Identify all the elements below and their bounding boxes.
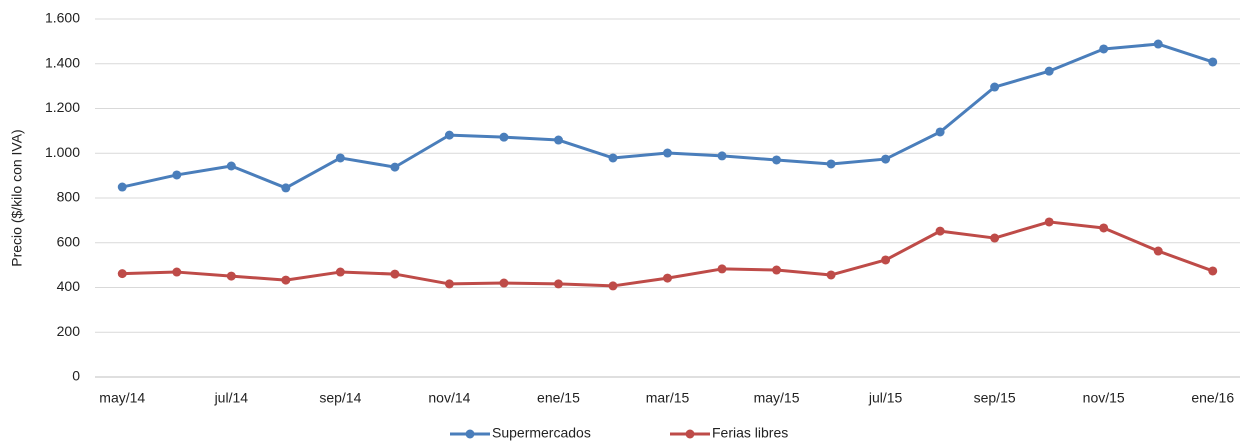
data-point [553,135,563,145]
data-point [1044,217,1054,227]
series-line [121,42,1214,190]
legend-marker [465,429,475,439]
y-tick-label: 400 [57,278,81,294]
y-tick-label: 1.600 [45,10,80,26]
data-point [990,233,1000,243]
data-point [826,270,836,280]
data-point [826,159,836,169]
data-point [663,148,672,158]
data-point [1153,39,1163,49]
data-point [335,153,345,163]
data-point [390,162,400,172]
x-tick-label: sep/14 [319,390,361,406]
y-tick-label: 1.000 [45,144,80,160]
data-point [499,278,509,288]
y-tick-label: 1.200 [45,99,80,115]
legend-marker [685,429,695,439]
data-point [608,153,618,163]
y-tick-label: 600 [57,233,81,249]
data-point [281,275,291,285]
data-point [172,267,182,277]
data-point [1153,246,1163,256]
x-tick-label: nov/14 [428,390,470,406]
y-tick-label: 200 [57,323,81,339]
data-point [226,271,236,281]
data-point [717,264,727,274]
data-point [608,281,618,291]
x-tick-label: ene/15 [537,390,580,406]
data-point [717,151,727,161]
x-tick-label: sep/15 [974,390,1016,406]
data-point [117,269,127,279]
data-point [444,130,454,140]
data-point [935,127,945,137]
data-point [281,183,291,193]
data-point [1099,44,1109,54]
y-tick-label: 0 [72,368,80,384]
data-point [935,226,945,236]
data-point [335,267,345,277]
data-point [553,279,563,289]
data-point [990,82,1000,92]
x-tick-label: ene/16 [1191,390,1234,406]
data-point [499,132,509,142]
data-point [663,273,672,283]
data-point [444,279,454,289]
data-point [1044,66,1054,76]
y-tick-label: 800 [57,189,81,205]
legend-label: Supermercados [492,425,591,441]
data-point [1208,57,1218,67]
data-point [881,154,891,164]
data-point [390,269,400,279]
data-point [226,161,236,171]
x-tick-label: nov/15 [1083,390,1125,406]
x-tick-label: may/14 [99,390,145,406]
x-tick-label: jul/15 [868,390,903,406]
data-point [772,265,782,275]
x-tick-label: jul/14 [214,390,249,406]
x-tick-label: may/15 [754,390,800,406]
x-tick-label: mar/15 [646,390,690,406]
data-point [1208,266,1218,276]
y-axis-title: Precio ($/kilo con IVA) [9,129,25,266]
y-tick-label: 1.400 [45,54,80,70]
legend-label: Ferias libres [712,425,788,441]
data-point [172,170,182,180]
data-point [772,155,782,165]
data-point [881,255,891,265]
data-point [117,182,127,192]
data-point [1099,223,1109,233]
